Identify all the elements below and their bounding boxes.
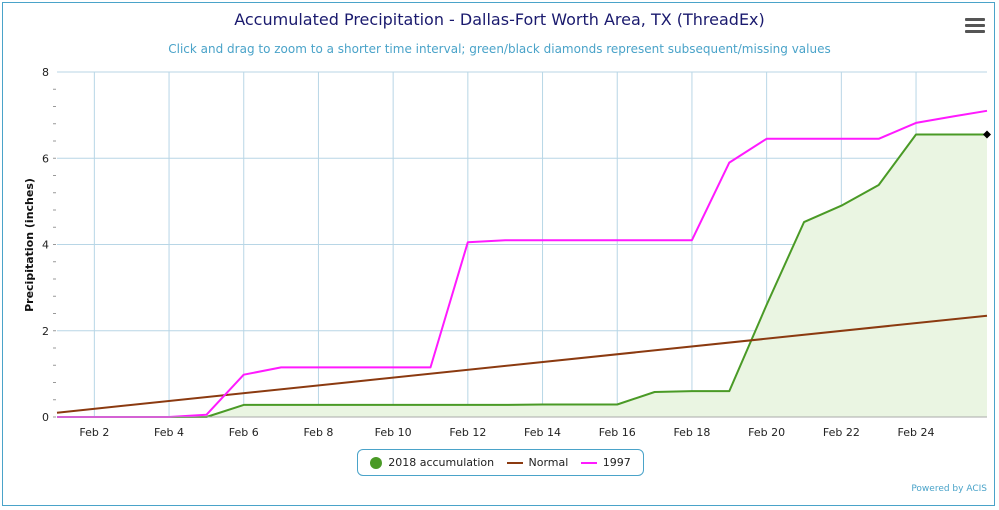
series-area-layer	[57, 134, 987, 417]
legend-marker-2018	[370, 456, 383, 469]
missing-value-diamond	[983, 130, 991, 139]
x-tick-label: Feb 20	[748, 426, 785, 439]
legend-label-1997: 1997	[602, 456, 631, 469]
y-tick-label: 2	[42, 325, 49, 338]
series-line-layer	[56, 109, 991, 418]
legend-label-normal: Normal	[528, 456, 569, 469]
x-tick-label: Feb 2	[79, 426, 109, 439]
x-tick-label: Feb 16	[599, 426, 636, 439]
x-tick-label: Feb 22	[823, 426, 860, 439]
menu-bar	[965, 30, 985, 33]
y-tick-label: 8	[42, 66, 49, 79]
series-line-normal	[56, 314, 988, 414]
x-tick-label: Feb 14	[524, 426, 561, 439]
y-tick-label: 6	[42, 152, 49, 165]
x-tick-label: Feb 6	[229, 426, 259, 439]
legend-marker-normal	[506, 461, 523, 464]
y-tick-label: 4	[42, 239, 49, 252]
chart-subtitle: Click and drag to zoom to a shorter time…	[168, 42, 831, 56]
series-line-2018-accumulation	[57, 133, 987, 418]
legend-item-1997[interactable]: 1997	[580, 456, 631, 469]
menu-bar	[965, 24, 985, 27]
axis-layer: 0 2 4 6 8 Feb 2 Feb 4 Feb 6 Feb 8 Feb 10 Feb 12 Feb…	[42, 66, 987, 439]
y-axis-label: Precipitation (inches)	[23, 178, 36, 312]
series-line-1997	[57, 109, 988, 418]
chart-title: Accumulated Precipitation - Dallas-Fort …	[234, 10, 765, 29]
x-tick-label: Feb 10	[375, 426, 412, 439]
legend-marker-1997	[580, 461, 597, 464]
legend: 2018 accumulation Normal 1997	[357, 449, 644, 476]
legend-item-normal[interactable]: Normal	[506, 456, 569, 469]
credits-link[interactable]: Powered by ACIS	[911, 484, 987, 494]
x-tick-label: Feb 24	[898, 426, 935, 439]
x-tick-label: Feb 4	[154, 426, 184, 439]
menu-bar	[965, 18, 985, 21]
hamburger-menu-icon[interactable]	[965, 18, 985, 34]
x-tick-label: Feb 8	[303, 426, 333, 439]
x-tick-label: Feb 12	[449, 426, 486, 439]
legend-item-2018[interactable]: 2018 accumulation	[370, 456, 494, 469]
y-tick-label: 0	[42, 411, 49, 424]
x-tick-label: Feb 18	[673, 426, 710, 439]
legend-label-2018: 2018 accumulation	[388, 456, 495, 469]
series-area-2018-accumulation	[57, 134, 987, 417]
